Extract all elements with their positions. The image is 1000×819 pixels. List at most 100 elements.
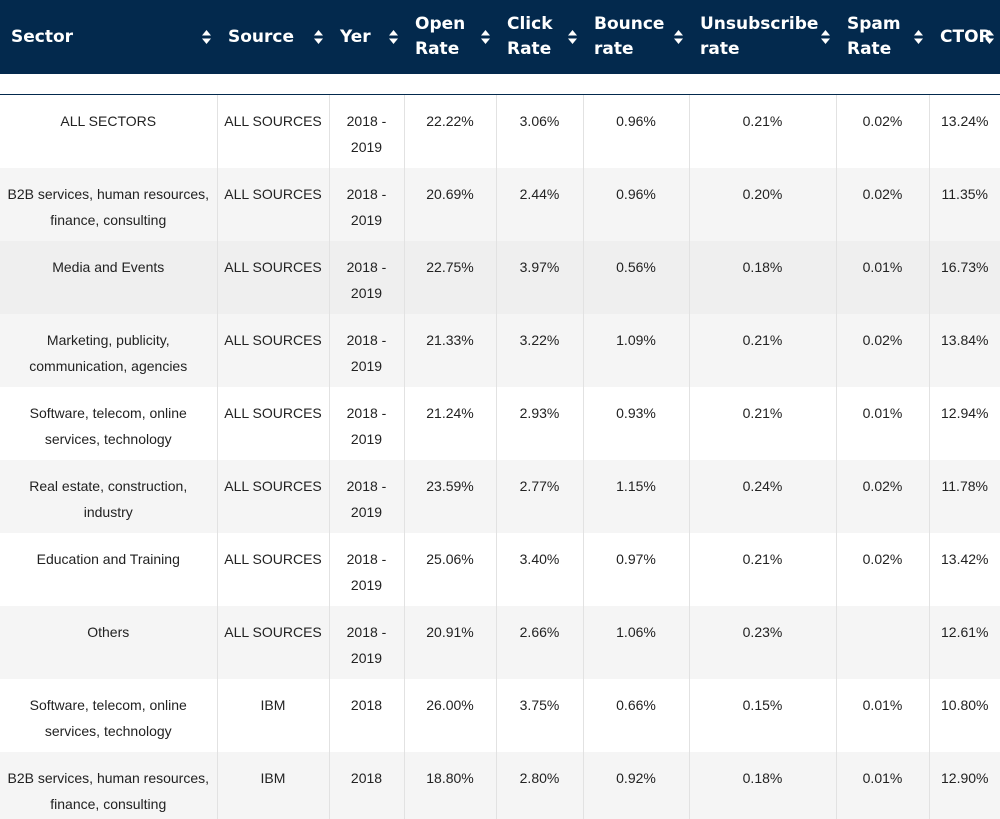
column-header-label: Click Rate	[507, 14, 553, 59]
cell-spam-rate: 0.02%	[836, 94, 930, 168]
column-header-source[interactable]: Source	[217, 0, 329, 74]
cell-sector: Real estate, construction, industry	[0, 459, 218, 533]
table-body: ALL SECTORS ALL SOURCES 2018 - 2019 22.22% 3…	[0, 94, 1000, 819]
column-header-label: Sector	[11, 26, 74, 47]
sort-up-down-icon[interactable]	[821, 30, 830, 44]
table-row: B2B services, human resources, finance, …	[0, 751, 1000, 819]
column-header-label: Spam Rate	[847, 14, 901, 59]
cell-ctor: 11.78%	[929, 459, 1000, 533]
cell-click-rate: 3.75%	[496, 678, 584, 752]
cell-open-rate: 26.00%	[404, 678, 497, 752]
cell-unsubscribe-rate: 0.15%	[689, 678, 837, 752]
sort-up-down-icon[interactable]	[674, 30, 683, 44]
column-header-label: Source	[228, 26, 295, 47]
table-row: Education and Training ALL SOURCES 2018 - …	[0, 532, 1000, 606]
cell-ctor: 12.94%	[929, 386, 1000, 460]
cell-source: ALL SOURCES	[217, 313, 330, 387]
cell-click-rate: 2.66%	[496, 605, 584, 679]
column-header-label: Yer	[340, 26, 371, 47]
cell-click-rate: 3.40%	[496, 532, 584, 606]
cell-click-rate: 2.80%	[496, 751, 584, 819]
cell-click-rate: 3.06%	[496, 94, 584, 168]
cell-year: 2018 - 2019	[329, 386, 405, 460]
cell-sector: ALL SECTORS	[0, 94, 218, 168]
cell-bounce-rate: 1.06%	[583, 605, 690, 679]
column-header-label: Unsubscribe rate	[700, 14, 819, 59]
column-header-label: Open Rate	[415, 14, 466, 59]
cell-unsubscribe-rate: 0.21%	[689, 386, 837, 460]
table-row: Others ALL SOURCES 2018 - 2019 20.91% 2.66% 1…	[0, 605, 1000, 679]
cell-open-rate: 20.91%	[404, 605, 497, 679]
cell-open-rate: 25.06%	[404, 532, 497, 606]
cell-ctor: 16.73%	[929, 240, 1000, 314]
cell-year: 2018 - 2019	[329, 240, 405, 314]
column-header-year[interactable]: Yer	[329, 0, 404, 74]
cell-unsubscribe-rate: 0.18%	[689, 240, 837, 314]
cell-sector: Software, telecom, online services, tech…	[0, 678, 218, 752]
cell-year: 2018	[329, 751, 405, 819]
cell-bounce-rate: 0.93%	[583, 386, 690, 460]
spacer-row	[0, 74, 1000, 95]
table-row: Media and Events ALL SOURCES 2018 - 2019 22…	[0, 240, 1000, 314]
cell-source: ALL SOURCES	[217, 459, 330, 533]
header-row: Sector Source Yer Open Rate Click Rate Bounce…	[0, 0, 1000, 74]
cell-bounce-rate: 0.96%	[583, 94, 690, 168]
cell-unsubscribe-rate: 0.20%	[689, 167, 837, 241]
sort-up-down-icon[interactable]	[314, 30, 323, 44]
cell-click-rate: 2.93%	[496, 386, 584, 460]
sort-up-down-icon[interactable]	[568, 30, 577, 44]
cell-source: IBM	[217, 751, 330, 819]
column-header-open-rate[interactable]: Open Rate	[404, 0, 496, 74]
cell-ctor: 13.42%	[929, 532, 1000, 606]
cell-unsubscribe-rate: 0.21%	[689, 94, 837, 168]
cell-year: 2018 - 2019	[329, 313, 405, 387]
cell-sector: Education and Training	[0, 532, 218, 606]
sort-up-down-icon[interactable]	[202, 30, 211, 44]
column-header-unsubscribe-rate[interactable]: Unsubscribe rate	[689, 0, 836, 74]
cell-bounce-rate: 1.09%	[583, 313, 690, 387]
cell-source: ALL SOURCES	[217, 240, 330, 314]
cell-sector: Software, telecom, online services, tech…	[0, 386, 218, 460]
cell-ctor: 10.80%	[929, 678, 1000, 752]
cell-unsubscribe-rate: 0.24%	[689, 459, 837, 533]
cell-spam-rate: 0.02%	[836, 313, 930, 387]
cell-source: ALL SOURCES	[217, 94, 330, 168]
cell-source: ALL SOURCES	[217, 605, 330, 679]
cell-sector: B2B services, human resources, finance, …	[0, 751, 218, 819]
sort-up-down-icon[interactable]	[389, 30, 398, 44]
cell-ctor: 13.24%	[929, 94, 1000, 168]
table-row: ALL SECTORS ALL SOURCES 2018 - 2019 22.22% 3…	[0, 94, 1000, 168]
cell-source: ALL SOURCES	[217, 167, 330, 241]
cell-ctor: 11.35%	[929, 167, 1000, 241]
header-spacer	[0, 74, 1000, 95]
cell-ctor: 13.84%	[929, 313, 1000, 387]
cell-year: 2018 - 2019	[329, 532, 405, 606]
column-header-label: Bounce rate	[594, 14, 665, 59]
cell-bounce-rate: 1.15%	[583, 459, 690, 533]
table-header: Sector Source Yer Open Rate Click Rate Bounce…	[0, 0, 1000, 74]
cell-click-rate: 2.44%	[496, 167, 584, 241]
cell-sector: B2B services, human resources, finance, …	[0, 167, 218, 241]
column-header-spam-rate[interactable]: Spam Rate	[836, 0, 929, 74]
cell-open-rate: 21.24%	[404, 386, 497, 460]
cell-year: 2018 - 2019	[329, 167, 405, 241]
cell-spam-rate: 0.01%	[836, 240, 930, 314]
column-header-ctor[interactable]: CTOR	[929, 0, 1000, 74]
cell-sector: Others	[0, 605, 218, 679]
cell-open-rate: 23.59%	[404, 459, 497, 533]
table-row: Software, telecom, online services, tech…	[0, 386, 1000, 460]
cell-open-rate: 21.33%	[404, 313, 497, 387]
sort-up-down-icon[interactable]	[985, 30, 994, 44]
sort-up-down-icon[interactable]	[481, 30, 490, 44]
column-header-bounce-rate[interactable]: Bounce rate	[583, 0, 689, 74]
column-header-sector[interactable]: Sector	[0, 0, 217, 74]
cell-unsubscribe-rate: 0.21%	[689, 532, 837, 606]
column-header-click-rate[interactable]: Click Rate	[496, 0, 583, 74]
sort-up-down-icon[interactable]	[914, 30, 923, 44]
cell-ctor: 12.90%	[929, 751, 1000, 819]
cell-bounce-rate: 0.66%	[583, 678, 690, 752]
cell-spam-rate: 0.01%	[836, 386, 930, 460]
cell-spam-rate: 0.02%	[836, 167, 930, 241]
cell-ctor: 12.61%	[929, 605, 1000, 679]
